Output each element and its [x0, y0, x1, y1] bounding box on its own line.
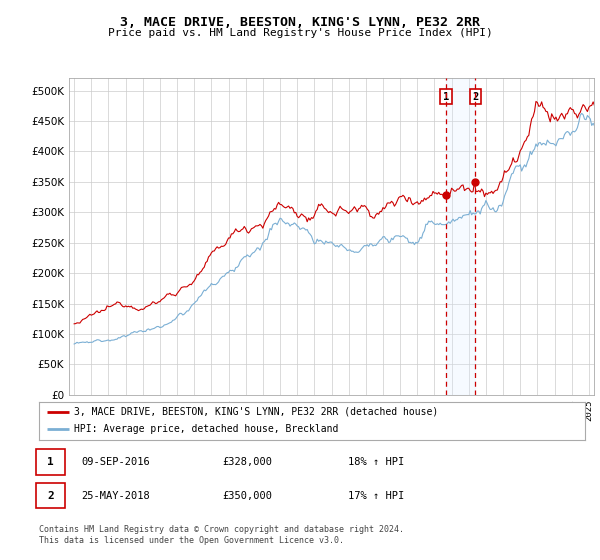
Text: 17% ↑ HPI: 17% ↑ HPI	[348, 491, 404, 501]
Text: 18% ↑ HPI: 18% ↑ HPI	[348, 457, 404, 467]
Text: 1: 1	[47, 457, 54, 467]
Text: 3, MACE DRIVE, BEESTON, KING'S LYNN, PE32 2RR: 3, MACE DRIVE, BEESTON, KING'S LYNN, PE3…	[120, 16, 480, 29]
Text: 2: 2	[472, 92, 478, 102]
Bar	[446, 78, 475, 395]
Text: HPI: Average price, detached house, Breckland: HPI: Average price, detached house, Brec…	[74, 424, 339, 435]
Text: 1: 1	[443, 92, 449, 102]
Text: 09-SEP-2016: 09-SEP-2016	[81, 457, 150, 467]
Text: 3, MACE DRIVE, BEESTON, KING'S LYNN, PE32 2RR (detached house): 3, MACE DRIVE, BEESTON, KING'S LYNN, PE3…	[74, 407, 439, 417]
Text: 2: 2	[47, 491, 54, 501]
Text: Price paid vs. HM Land Registry's House Price Index (HPI): Price paid vs. HM Land Registry's House …	[107, 28, 493, 38]
Text: £350,000: £350,000	[222, 491, 272, 501]
Text: 25-MAY-2018: 25-MAY-2018	[81, 491, 150, 501]
Text: Contains HM Land Registry data © Crown copyright and database right 2024.
This d: Contains HM Land Registry data © Crown c…	[39, 525, 404, 545]
Text: £328,000: £328,000	[222, 457, 272, 467]
